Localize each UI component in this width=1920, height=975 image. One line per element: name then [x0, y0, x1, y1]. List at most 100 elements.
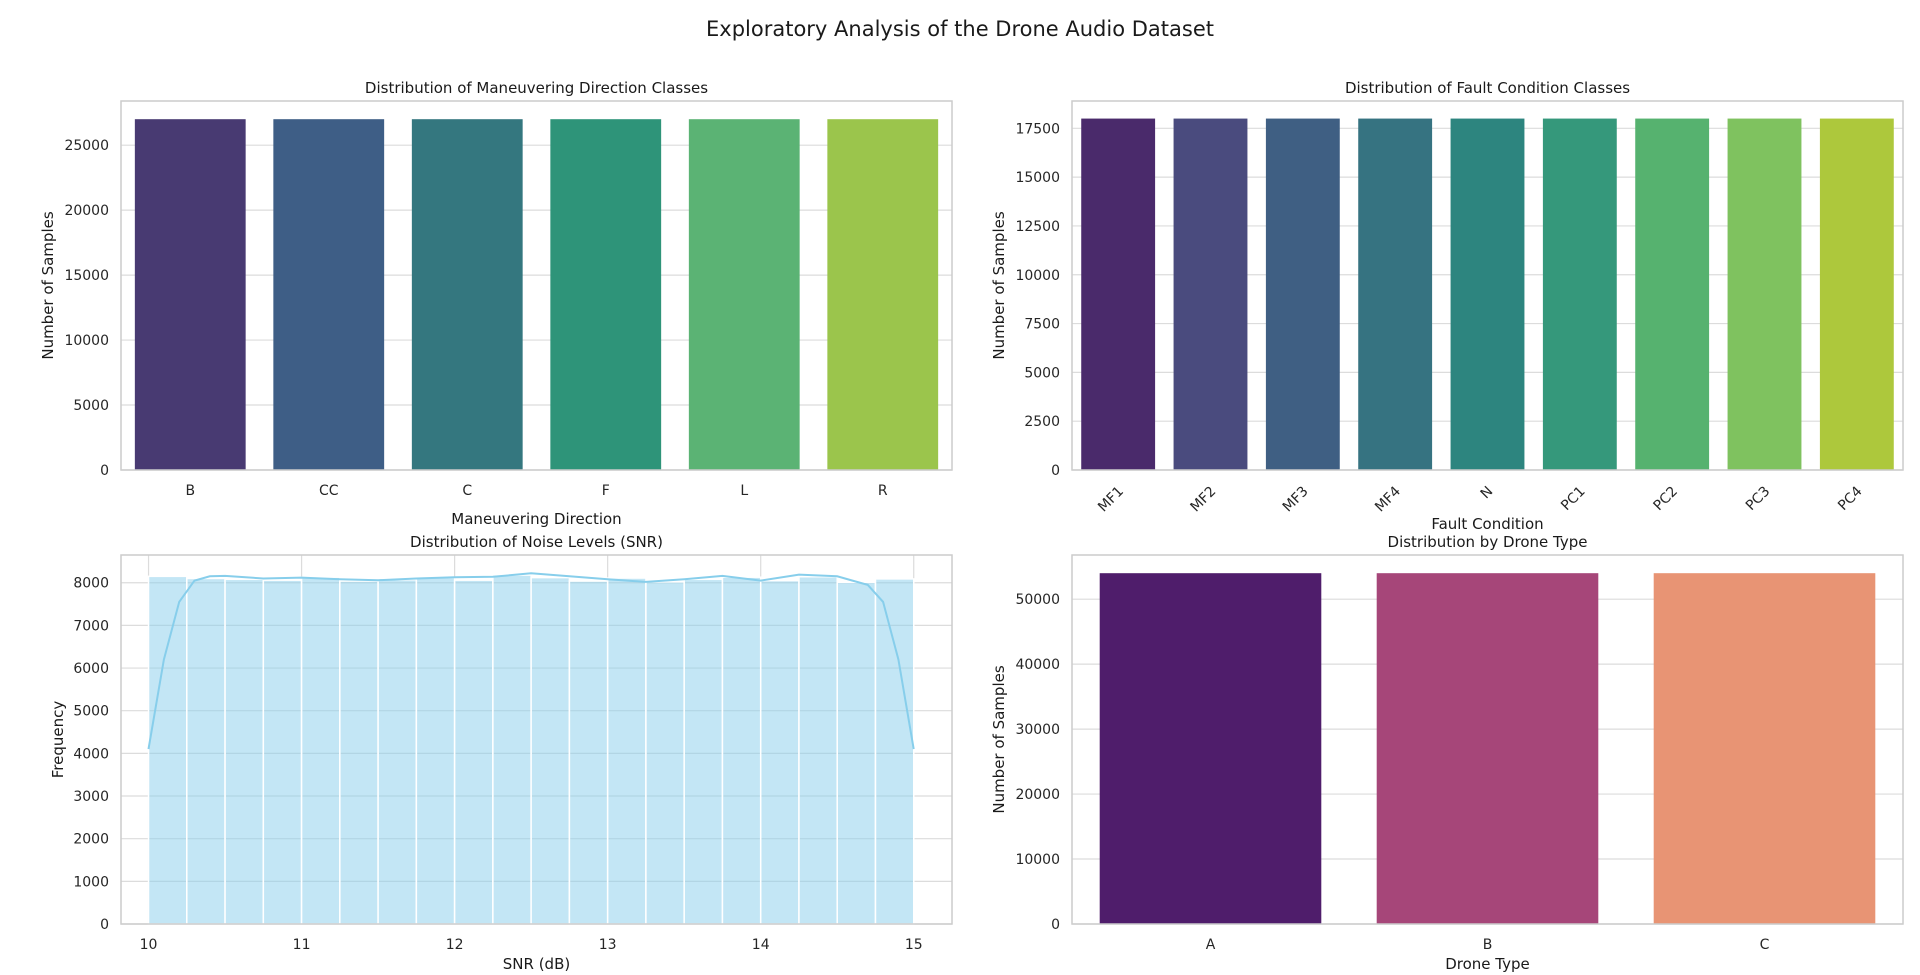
histogram-bin — [300, 576, 341, 925]
y-tick-label: 8000 — [73, 576, 109, 592]
x-tick-label: 12 — [446, 937, 464, 953]
y-tick-label: 15000 — [64, 268, 109, 284]
histogram-bin — [645, 581, 685, 925]
y-tick-label: 25000 — [64, 138, 109, 154]
y-tick-label: 0 — [1051, 463, 1060, 479]
x-axis-label: Drone Type — [1445, 955, 1530, 973]
bar — [1376, 573, 1599, 924]
y-tick-label: 6000 — [73, 661, 109, 677]
x-tick-label: N — [1478, 484, 1497, 503]
y-tick-label: 2000 — [73, 832, 109, 848]
bar — [1450, 118, 1525, 471]
x-axis-label: SNR (dB) — [503, 955, 570, 973]
chart-title: Distribution of Noise Levels (SNR) — [410, 533, 663, 551]
drone-type-chart: 0 10000 20000 30000 40000 50000 A B C Distributi… — [990, 533, 1904, 973]
bar — [1542, 118, 1617, 471]
x-tick-label: 14 — [752, 937, 770, 953]
y-tick-label: 15000 — [1015, 170, 1060, 186]
histogram-bin — [415, 576, 456, 925]
plot-frame — [1071, 554, 1904, 925]
y-tick-label: 10000 — [1015, 268, 1060, 284]
histogram-bins — [147, 572, 915, 925]
plot-frame — [120, 100, 953, 471]
histogram-bin — [262, 579, 303, 925]
x-tick-label: PC2 — [1651, 484, 1681, 514]
histogram-bin — [453, 579, 494, 925]
x-axis-label: Maneuvering Direction — [451, 510, 621, 528]
y-tick-label: 5000 — [73, 704, 109, 720]
x-tick-label: 15 — [905, 937, 923, 953]
x-tick-label: MF4 — [1372, 483, 1404, 515]
x-tick-label: 13 — [599, 937, 617, 953]
chart-title: Distribution of Fault Condition Classes — [1345, 79, 1630, 97]
y-tick-label: 17500 — [1015, 121, 1060, 137]
y-tick-label: 50000 — [1015, 592, 1060, 608]
y-tick-label: 5000 — [73, 398, 109, 414]
y-tick-label: 3000 — [73, 789, 109, 805]
y-tick-label: 10000 — [1015, 852, 1060, 868]
y-axis-label: Number of Samples — [990, 665, 1008, 813]
histogram-bin — [530, 576, 571, 925]
bars — [134, 119, 939, 471]
histogram-bin — [874, 578, 915, 925]
bars — [1099, 573, 1876, 924]
y-tick-label: 0 — [100, 917, 109, 933]
y-tick-label: 0 — [1051, 917, 1060, 933]
x-tick-label: B — [185, 483, 195, 499]
histogram-bin — [759, 579, 800, 925]
tick-labels: 0 10000 20000 30000 40000 50000 A B C — [1015, 592, 1769, 953]
x-tick-label: PC3 — [1743, 484, 1773, 514]
snr-histogram-chart: 0 1000 2000 3000 4000 5000 6000 7000 8000 10 11 12 1… — [49, 533, 953, 973]
histogram-bin — [224, 578, 265, 925]
bar — [1358, 118, 1433, 471]
kde-curve — [147, 572, 915, 750]
histogram-bin — [339, 580, 379, 925]
histogram-bin — [377, 578, 418, 925]
bars — [1081, 118, 1894, 471]
x-tick-label: PC4 — [1835, 483, 1866, 514]
y-tick-label: 7000 — [73, 618, 109, 634]
histogram-bin — [606, 577, 647, 925]
y-tick-label: 4000 — [73, 746, 109, 762]
histogram-bin — [798, 576, 838, 925]
bar — [1727, 118, 1802, 471]
histogram-bin — [147, 575, 188, 925]
y-axis-label: Frequency — [49, 701, 67, 779]
y-axis-label: Number of Samples — [990, 211, 1008, 359]
x-tick-label: 10 — [140, 937, 158, 953]
y-tick-label: 30000 — [1015, 722, 1060, 738]
y-tick-label: 2500 — [1024, 414, 1060, 430]
bar — [688, 119, 800, 471]
x-tick-label: MF1 — [1095, 484, 1127, 516]
x-tick-label: PC1 — [1558, 484, 1588, 514]
y-tick-label: 7500 — [1024, 317, 1060, 333]
x-tick-label: C — [1760, 937, 1770, 953]
chart-title: Distribution of Maneuvering Direction Cl… — [365, 79, 708, 97]
chart-title: Distribution by Drone Type — [1388, 533, 1588, 551]
y-tick-label: 20000 — [64, 203, 109, 219]
histogram-bin — [492, 574, 532, 925]
bar — [1653, 573, 1876, 924]
x-tick-label: MF2 — [1187, 484, 1219, 516]
y-tick-label: 1000 — [73, 874, 109, 890]
bar — [1099, 573, 1322, 924]
bar — [1635, 118, 1710, 471]
x-tick-label: CC — [319, 483, 339, 499]
fault-condition-chart: 0 2500 5000 7500 10000 12500 15000 17500 MF1 MF2 M… — [990, 79, 1904, 533]
bar — [134, 119, 246, 471]
tick-labels: 0 1000 2000 3000 4000 5000 6000 7000 8000 10 11 12 1… — [73, 576, 922, 953]
x-tick-label: C — [462, 483, 472, 499]
bar — [1173, 118, 1248, 471]
histogram-bin — [568, 580, 609, 925]
x-axis-label: Fault Condition — [1431, 515, 1543, 533]
y-tick-label: 10000 — [64, 333, 109, 349]
histogram-bin — [836, 581, 877, 925]
x-tick-label: B — [1483, 937, 1493, 953]
histogram-bin — [186, 577, 226, 925]
bar — [273, 119, 385, 471]
x-tick-label: R — [878, 483, 888, 499]
figure-title: Exploratory Analysis of the Drone Audio … — [706, 17, 1214, 41]
y-tick-label: 12500 — [1015, 219, 1060, 235]
bar — [827, 119, 939, 471]
